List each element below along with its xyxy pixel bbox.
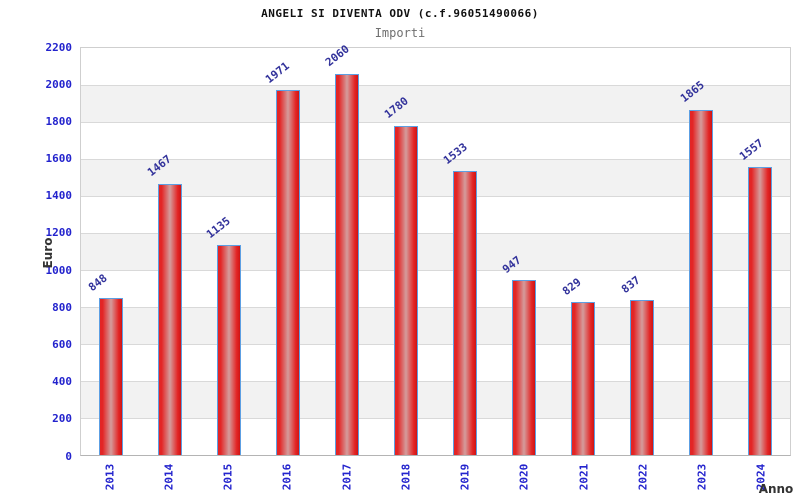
x-axis-label: Anno (758, 482, 794, 496)
y-axis-label: Euro (41, 237, 55, 269)
bar (689, 109, 714, 455)
x-tick-label: 2018 (399, 463, 413, 491)
gridline (81, 159, 790, 160)
y-tick-label: 1000 (45, 263, 73, 277)
x-tick-label: 2014 (162, 463, 176, 491)
y-tick-label: 600 (52, 337, 72, 351)
x-tick-label: 2023 (695, 463, 709, 491)
bar (98, 298, 123, 455)
gridline (81, 196, 790, 197)
bar (512, 279, 537, 455)
bar (275, 90, 300, 455)
y-tick-label: 2000 (45, 77, 73, 91)
x-tick-label: 2017 (340, 463, 354, 491)
gridline (81, 344, 790, 345)
y-tick-label: 1800 (45, 114, 73, 128)
x-tick-label: 2013 (103, 463, 117, 491)
gridline (81, 307, 790, 308)
bar (748, 166, 773, 455)
y-tick-label: 200 (52, 412, 72, 426)
bar (157, 183, 182, 455)
chart-subtitle: Importi (374, 26, 426, 40)
gridline (81, 122, 790, 123)
y-tick-label: 1400 (45, 189, 73, 203)
gridline (81, 381, 790, 382)
bar (571, 301, 596, 455)
gridline (81, 85, 790, 86)
plot-area (80, 47, 791, 456)
x-tick-label: 2015 (221, 463, 235, 491)
x-tick-label: 2020 (517, 463, 531, 491)
gridline (81, 270, 790, 271)
gridline (81, 233, 790, 234)
y-tick-label: 2200 (45, 40, 73, 54)
bar (216, 245, 241, 455)
y-tick-label: 1600 (45, 152, 73, 166)
gridline (81, 418, 790, 419)
x-tick-label: 2022 (636, 463, 650, 491)
bar (453, 171, 478, 455)
chart-title: ANGELI SI DIVENTA ODV (c.f.96051490066) (261, 7, 539, 20)
x-tick-label: 2019 (458, 463, 472, 491)
bar (393, 125, 418, 455)
bar (630, 300, 655, 455)
y-tick-label: 400 (52, 375, 72, 389)
x-tick-label: 2021 (577, 463, 591, 491)
y-tick-label: 1200 (45, 226, 73, 240)
y-tick-label: 0 (65, 449, 72, 463)
x-tick-label: 2016 (280, 463, 294, 491)
bar (334, 73, 359, 455)
y-tick-label: 800 (52, 300, 72, 314)
